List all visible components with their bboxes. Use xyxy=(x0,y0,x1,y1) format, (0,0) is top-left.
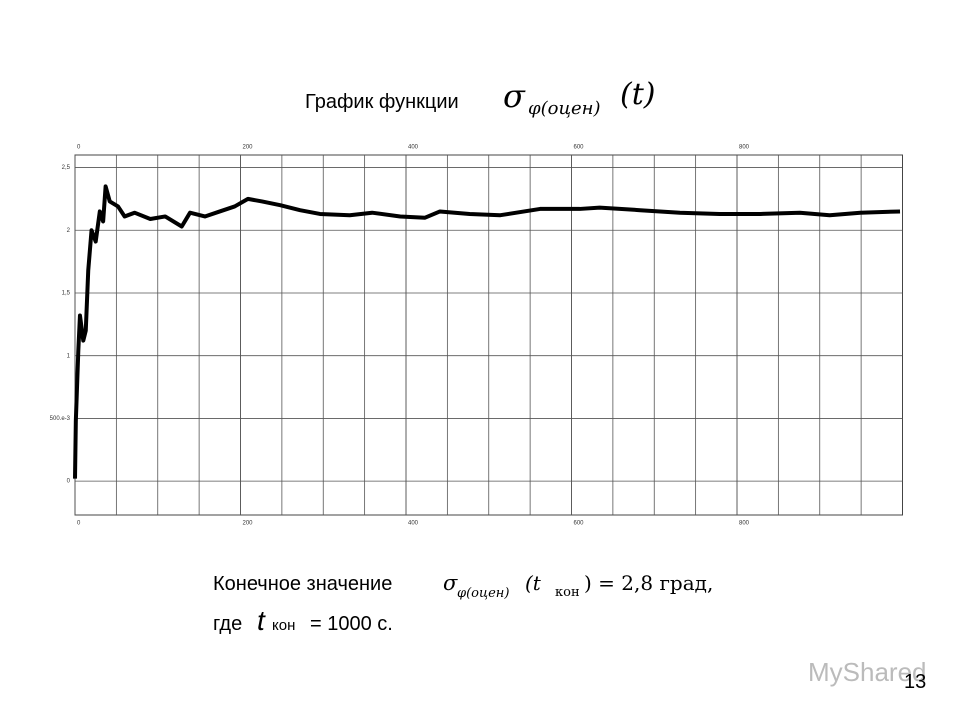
y-tick-label: 0 xyxy=(67,479,71,485)
title-argument: (t) xyxy=(620,77,655,112)
y-tick-label: 1 xyxy=(67,353,71,359)
x-tick-label: 0 xyxy=(77,521,81,527)
y-tick-label: 2,5 xyxy=(62,165,71,171)
title-sigma: σ xyxy=(503,77,526,115)
x-tick-label: 400 xyxy=(408,521,419,527)
y-tick-label: 1,5 xyxy=(62,291,71,297)
y-tick-label: 2 xyxy=(67,228,71,234)
where-value: = 1000 с. xyxy=(310,613,393,635)
title-text: График функции xyxy=(305,91,459,113)
title-subscript: φ(оцен) xyxy=(528,98,601,119)
x-tick-label-top: 800 xyxy=(739,145,750,151)
x-tick-label-top: 400 xyxy=(408,145,419,151)
x-tick-label-top: 600 xyxy=(574,145,585,151)
x-tick-label: 800 xyxy=(739,521,750,527)
result-subscript: φ(оцен) xyxy=(457,586,509,601)
y-tick-label: 500.e-3 xyxy=(50,416,71,422)
x-tick-label-top: 200 xyxy=(243,145,254,151)
page-number: 13 xyxy=(904,671,926,693)
x-tick-label: 200 xyxy=(243,521,254,527)
plot: 0 0 200 200 400 400 600 600 800 800 0 500.e-3 1 1,5 2 2… xyxy=(50,145,903,527)
where-t: t xyxy=(257,605,266,636)
result-arg-subscript: кон xyxy=(555,585,580,600)
result-argument: (t xyxy=(525,571,542,595)
data-line xyxy=(73,184,901,479)
x-tick-label: 600 xyxy=(574,521,585,527)
x-tick-label-top: 0 xyxy=(77,145,81,151)
result-value: ) = 2,8 град, xyxy=(584,571,713,595)
where-lead: где xyxy=(213,613,242,635)
result-lead: Конечное значение xyxy=(213,573,392,595)
result-sigma: σ xyxy=(443,571,458,595)
watermark: MyShared xyxy=(808,657,927,687)
where-t-subscript: кон xyxy=(272,617,295,634)
